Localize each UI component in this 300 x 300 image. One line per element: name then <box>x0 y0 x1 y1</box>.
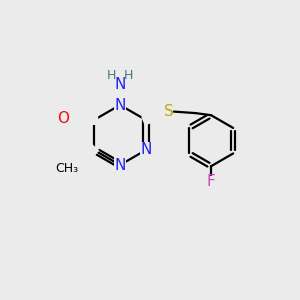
Text: N: N <box>114 77 126 92</box>
Text: N: N <box>140 142 152 158</box>
Text: F: F <box>207 174 215 189</box>
Text: H: H <box>124 69 133 82</box>
Text: N: N <box>114 98 126 112</box>
Text: N: N <box>114 158 126 172</box>
Text: H: H <box>107 69 116 82</box>
Text: CH₃: CH₃ <box>56 162 79 175</box>
Text: O: O <box>57 111 69 126</box>
Text: S: S <box>164 104 173 119</box>
